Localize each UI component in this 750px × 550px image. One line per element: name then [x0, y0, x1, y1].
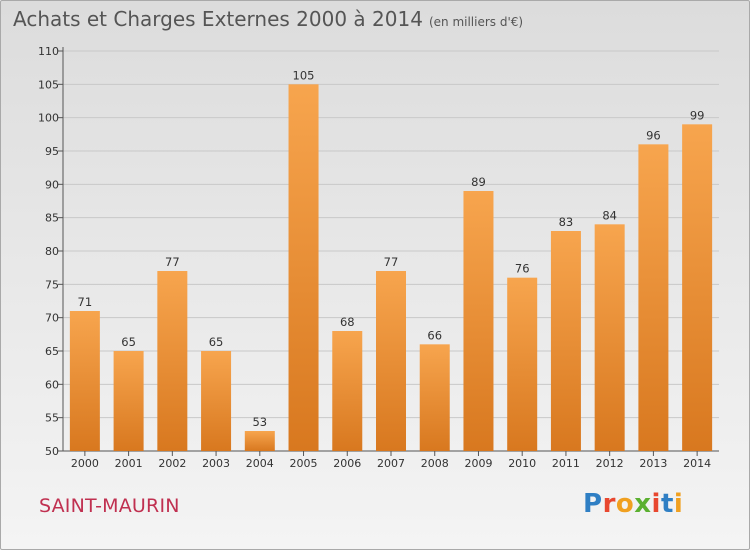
- bar-2011: [550, 231, 581, 451]
- y-tick-label: 80: [45, 245, 59, 258]
- bar-2013: [638, 144, 669, 452]
- y-tick-label: 95: [45, 145, 59, 158]
- data-label-2007: 77: [384, 255, 399, 269]
- bar-2010: [507, 277, 538, 451]
- x-tick-label: 2014: [683, 457, 711, 470]
- logo-letter: r: [602, 489, 616, 519]
- x-tick-label: 2009: [464, 457, 492, 470]
- y-tick-label: 70: [45, 312, 59, 325]
- y-tick-label: 65: [45, 345, 59, 358]
- bar-2009: [463, 191, 494, 451]
- x-tick-label: 2004: [246, 457, 274, 470]
- y-tick-label: 110: [38, 45, 59, 58]
- bar-2001: [113, 351, 144, 451]
- data-labels: 71 65 77 65 53 105 68 77 66 89 76 83 84 96 99: [78, 68, 705, 429]
- logo-letter: P: [583, 489, 603, 519]
- chart-title-text: Achats et Charges Externes 2000 à 2014: [13, 7, 423, 31]
- y-tick-label: 75: [45, 278, 59, 291]
- bar-2006: [332, 331, 363, 451]
- logo-letter: o: [615, 489, 635, 519]
- bar-2005: [288, 84, 319, 451]
- x-tick-label: 2005: [290, 457, 318, 470]
- y-tick-label: 100: [38, 112, 59, 125]
- y-tick-label: 105: [38, 78, 59, 91]
- axes: 50 55 60 65 70 75 80 85 90 95 100 105 110 2000 2001 200…: [38, 45, 719, 470]
- y-tick-label: 90: [45, 178, 59, 191]
- data-label-2002: 77: [165, 255, 180, 269]
- place-name: SAINT-MAURIN: [39, 495, 180, 517]
- x-tick-label: 2008: [421, 457, 449, 470]
- data-label-2001: 65: [121, 335, 136, 349]
- chart-unit: (en milliers d'€): [428, 15, 524, 29]
- x-tick-label: 2001: [115, 457, 143, 470]
- logo-letter: i: [651, 489, 661, 519]
- x-tick-label: 2003: [202, 457, 230, 470]
- y-tick-label: 55: [45, 412, 59, 425]
- bars: [69, 84, 713, 452]
- data-label-2014: 99: [690, 108, 705, 122]
- data-label-2003: 65: [209, 335, 224, 349]
- x-tick-label: 2013: [639, 457, 667, 470]
- data-label-2005: 105: [293, 68, 315, 82]
- data-label-2008: 66: [427, 328, 442, 342]
- data-label-2012: 84: [602, 208, 617, 222]
- x-tick-label: 2000: [71, 457, 99, 470]
- data-label-2004: 53: [252, 415, 267, 429]
- bar-2000: [69, 311, 100, 451]
- data-label-2013: 96: [646, 128, 661, 142]
- chart-title: Achats et Charges Externes 2000 à 2014 (e…: [13, 7, 523, 31]
- logo-letter: i: [673, 489, 684, 519]
- bar-2003: [201, 351, 232, 451]
- proxiti-logo: Proxiti: [583, 489, 683, 519]
- data-label-2006: 68: [340, 315, 355, 329]
- y-tick-label: 85: [45, 212, 59, 225]
- bar-2004: [244, 431, 275, 451]
- bar-2012: [594, 224, 625, 451]
- data-label-2010: 76: [515, 262, 530, 276]
- bar-2008: [419, 344, 450, 451]
- logo-letter: x: [634, 489, 652, 519]
- y-tick-label: 50: [45, 445, 59, 458]
- x-tick-label: 2010: [508, 457, 536, 470]
- data-label-2009: 89: [471, 175, 486, 189]
- x-tick-label: 2002: [158, 457, 186, 470]
- x-tick-label: 2007: [377, 457, 405, 470]
- logo-letter: t: [660, 489, 674, 519]
- bar-2014: [682, 124, 713, 451]
- x-tick-label: 2011: [552, 457, 580, 470]
- data-label-2011: 83: [559, 215, 574, 229]
- x-tick-label: 2012: [596, 457, 624, 470]
- x-tick-label: 2006: [333, 457, 361, 470]
- data-label-2000: 71: [78, 295, 93, 309]
- bar-2002: [157, 271, 188, 451]
- bar-2007: [376, 271, 406, 451]
- y-tick-label: 60: [45, 378, 59, 391]
